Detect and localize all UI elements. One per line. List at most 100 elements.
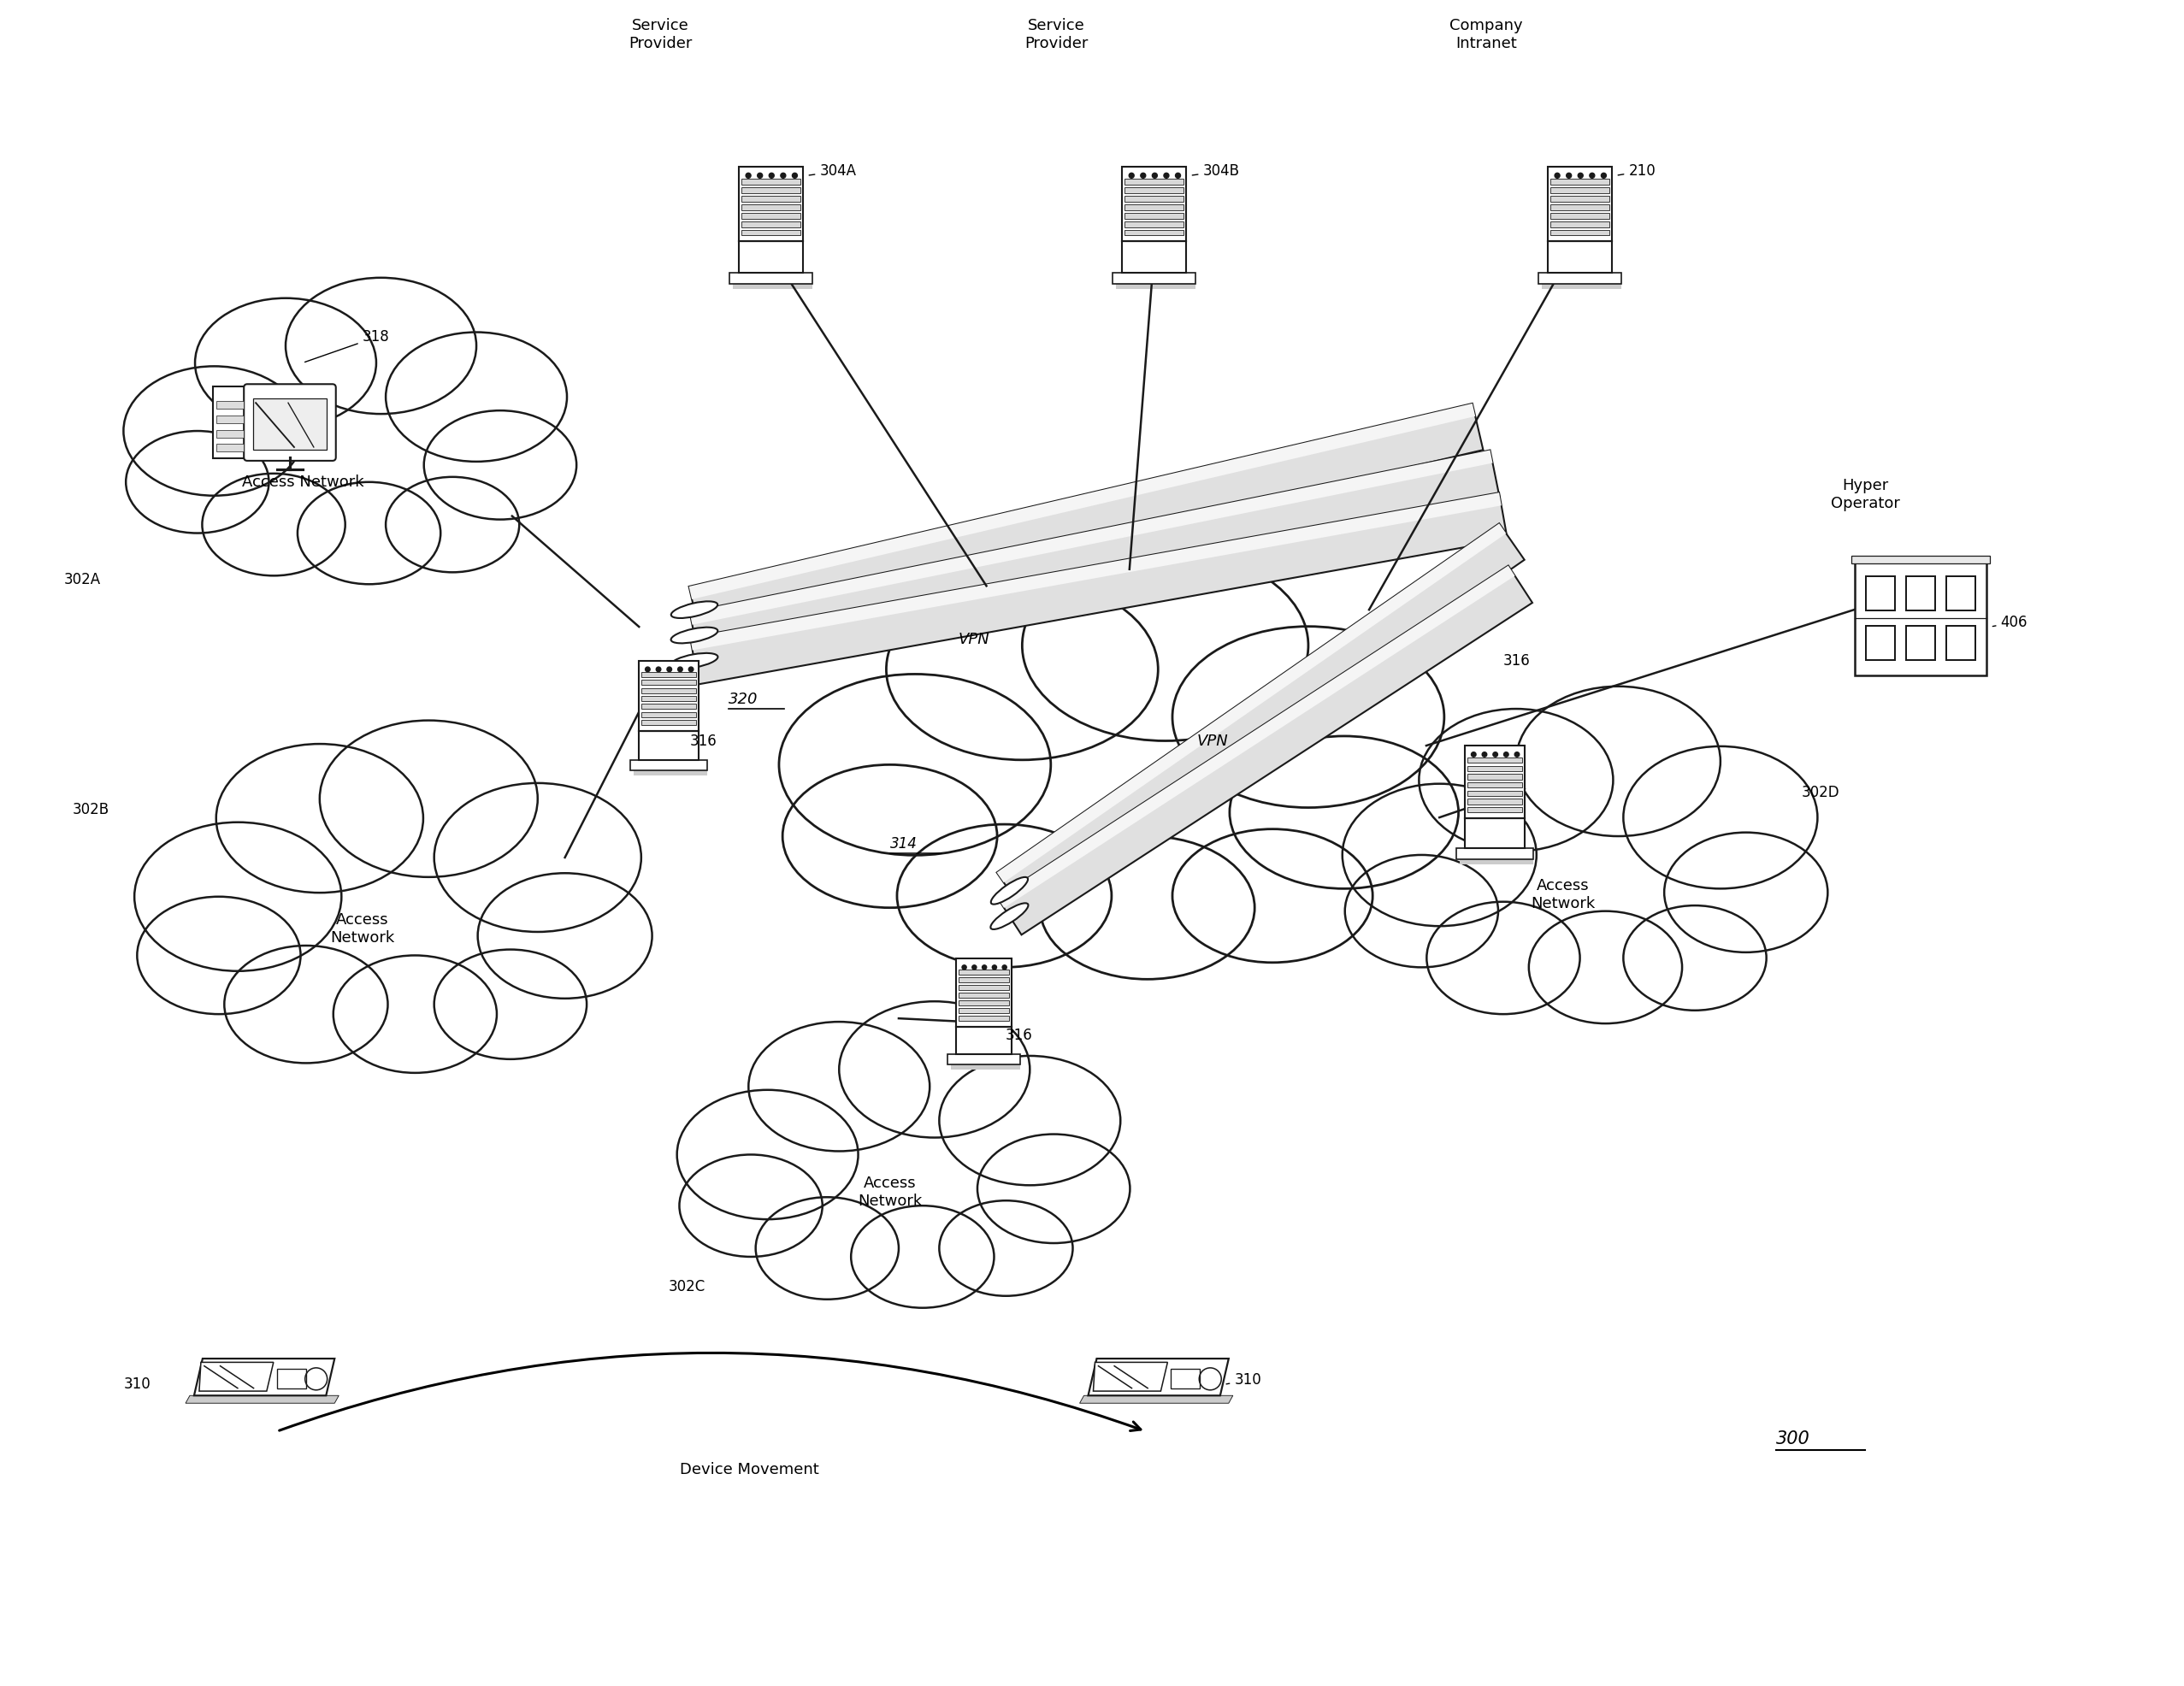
- Bar: [1907, 577, 1935, 610]
- Ellipse shape: [1173, 627, 1444, 808]
- Text: Access Network: Access Network: [242, 474, 363, 489]
- Polygon shape: [688, 403, 1476, 599]
- Ellipse shape: [939, 1200, 1072, 1297]
- Ellipse shape: [135, 823, 341, 971]
- Circle shape: [1566, 174, 1572, 179]
- Bar: [1538, 273, 1621, 283]
- Text: 302A: 302A: [63, 572, 100, 588]
- Bar: [640, 730, 699, 760]
- Bar: [738, 241, 804, 273]
- Circle shape: [793, 174, 797, 179]
- Bar: [1125, 221, 1184, 228]
- Bar: [1551, 187, 1610, 192]
- Circle shape: [992, 964, 996, 969]
- Ellipse shape: [387, 477, 520, 572]
- Ellipse shape: [978, 1135, 1129, 1243]
- Text: Service
Provider: Service Provider: [629, 19, 692, 51]
- Polygon shape: [996, 523, 1524, 909]
- Bar: [633, 769, 708, 776]
- Bar: [743, 204, 799, 211]
- Ellipse shape: [1426, 762, 1734, 986]
- Ellipse shape: [216, 744, 424, 892]
- Circle shape: [1140, 174, 1147, 179]
- Bar: [1459, 858, 1533, 865]
- Text: 302B: 302B: [72, 803, 109, 818]
- Bar: [959, 1008, 1009, 1013]
- Circle shape: [644, 668, 651, 671]
- Polygon shape: [194, 1359, 334, 1396]
- Polygon shape: [199, 1362, 273, 1391]
- Text: 310: 310: [124, 1377, 151, 1393]
- Text: VPN: VPN: [959, 632, 989, 647]
- Bar: [959, 978, 1009, 983]
- Bar: [1468, 757, 1522, 762]
- Text: 318: 318: [306, 329, 389, 362]
- Bar: [743, 221, 799, 228]
- Circle shape: [961, 964, 968, 969]
- Bar: [1125, 179, 1184, 184]
- Bar: [1468, 765, 1522, 771]
- Text: 304B: 304B: [1192, 164, 1241, 179]
- Circle shape: [688, 668, 692, 671]
- Bar: [948, 1054, 1020, 1066]
- Bar: [1468, 799, 1522, 804]
- Bar: [1865, 577, 1896, 610]
- Ellipse shape: [756, 1069, 1042, 1275]
- Ellipse shape: [898, 646, 1326, 932]
- Circle shape: [1153, 174, 1158, 179]
- Bar: [743, 179, 799, 184]
- Text: 320: 320: [729, 691, 758, 706]
- Ellipse shape: [677, 1089, 858, 1219]
- Ellipse shape: [194, 298, 376, 428]
- Text: Access
Network: Access Network: [330, 912, 395, 946]
- Ellipse shape: [1173, 830, 1374, 963]
- Bar: [959, 993, 1009, 998]
- Bar: [1125, 187, 1184, 192]
- Ellipse shape: [887, 578, 1158, 760]
- Bar: [738, 167, 804, 241]
- Text: 302C: 302C: [668, 1280, 705, 1295]
- Ellipse shape: [138, 897, 301, 1013]
- Bar: [1946, 577, 1974, 610]
- Ellipse shape: [839, 1001, 1031, 1138]
- Bar: [629, 760, 708, 771]
- Bar: [1468, 774, 1522, 779]
- Bar: [1171, 1369, 1199, 1389]
- Bar: [959, 969, 1009, 975]
- Polygon shape: [690, 492, 1507, 685]
- Text: 316: 316: [1503, 652, 1531, 668]
- Text: 302D: 302D: [1802, 786, 1839, 801]
- Bar: [216, 401, 245, 408]
- Bar: [642, 673, 697, 678]
- Circle shape: [1555, 174, 1559, 179]
- Ellipse shape: [1022, 550, 1308, 740]
- Text: 310: 310: [1227, 1372, 1262, 1388]
- Circle shape: [1590, 174, 1594, 179]
- Ellipse shape: [1426, 902, 1579, 1013]
- Bar: [216, 415, 245, 423]
- Ellipse shape: [992, 877, 1029, 904]
- Ellipse shape: [749, 1022, 930, 1152]
- Bar: [1123, 167, 1186, 241]
- Bar: [216, 443, 245, 452]
- Bar: [1548, 241, 1612, 273]
- Circle shape: [1164, 174, 1168, 179]
- Text: Access
Network: Access Network: [858, 1175, 922, 1209]
- Bar: [959, 1017, 1009, 1022]
- Bar: [216, 430, 245, 437]
- Circle shape: [655, 668, 662, 671]
- Circle shape: [1514, 752, 1520, 757]
- Bar: [1465, 745, 1524, 818]
- Polygon shape: [1094, 1362, 1168, 1391]
- Bar: [1457, 848, 1533, 858]
- Circle shape: [1505, 752, 1509, 757]
- Text: 314: 314: [891, 836, 917, 851]
- Ellipse shape: [435, 949, 587, 1059]
- Text: 210: 210: [1618, 164, 1655, 179]
- Ellipse shape: [852, 1205, 994, 1308]
- Bar: [642, 711, 697, 717]
- Circle shape: [1175, 174, 1182, 179]
- Bar: [1112, 273, 1195, 283]
- Bar: [959, 1000, 1009, 1005]
- Text: Access
Network: Access Network: [1531, 878, 1594, 910]
